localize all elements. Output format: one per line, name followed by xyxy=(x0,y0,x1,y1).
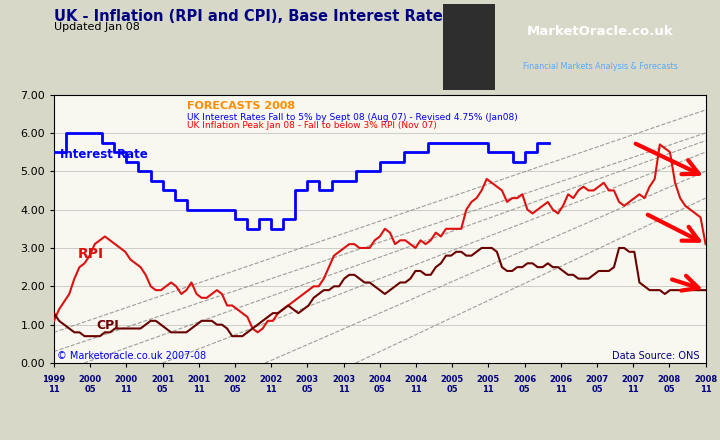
Text: 11: 11 xyxy=(48,385,60,394)
Text: 2004: 2004 xyxy=(405,375,428,384)
Text: 11: 11 xyxy=(555,385,567,394)
Text: 05: 05 xyxy=(157,385,168,394)
Text: 2006: 2006 xyxy=(513,375,536,384)
Text: 11: 11 xyxy=(410,385,422,394)
Text: Data Source: ONS: Data Source: ONS xyxy=(612,351,700,361)
Text: 2007: 2007 xyxy=(585,375,608,384)
Text: 2000: 2000 xyxy=(78,375,102,384)
Text: 05: 05 xyxy=(374,385,386,394)
Text: 2001: 2001 xyxy=(187,375,210,384)
Text: 2005: 2005 xyxy=(477,375,500,384)
Text: FORECASTS 2008: FORECASTS 2008 xyxy=(186,101,295,111)
Text: 1999: 1999 xyxy=(42,375,66,384)
Text: 2004: 2004 xyxy=(368,375,392,384)
Text: 11: 11 xyxy=(338,385,349,394)
Text: 2005: 2005 xyxy=(441,375,464,384)
Text: 05: 05 xyxy=(519,385,531,394)
Text: Updated Jan 08: Updated Jan 08 xyxy=(54,22,140,32)
Text: UK Inflation Peak Jan 08 - Fall to below 3% RPI (Nov 07): UK Inflation Peak Jan 08 - Fall to below… xyxy=(186,121,436,130)
Text: 11: 11 xyxy=(266,385,277,394)
Text: © Marketoracle.co.uk 2007-08: © Marketoracle.co.uk 2007-08 xyxy=(57,351,206,361)
Text: 2003: 2003 xyxy=(296,375,319,384)
Text: 11: 11 xyxy=(627,385,639,394)
Text: 11: 11 xyxy=(120,385,132,394)
Text: MarketOracle.co.uk: MarketOracle.co.uk xyxy=(527,26,674,38)
Text: 2000: 2000 xyxy=(114,375,138,384)
Bar xyxy=(443,4,495,90)
Text: 05: 05 xyxy=(446,385,458,394)
Text: 05: 05 xyxy=(229,385,240,394)
Text: Interest Rate: Interest Rate xyxy=(60,148,148,161)
Text: 2002: 2002 xyxy=(223,375,247,384)
Text: 05: 05 xyxy=(84,385,96,394)
Text: Financial Markets Analysis & Forecasts: Financial Markets Analysis & Forecasts xyxy=(523,62,678,71)
Text: 05: 05 xyxy=(591,385,603,394)
Text: 2002: 2002 xyxy=(260,375,283,384)
Text: 11: 11 xyxy=(700,385,711,394)
Text: 2007: 2007 xyxy=(621,375,645,384)
Text: UK Interest Rates Fall to 5% by Sept 08 (Aug 07) - Revised 4.75% (Jan08): UK Interest Rates Fall to 5% by Sept 08 … xyxy=(186,113,518,121)
Text: RPI: RPI xyxy=(78,246,104,260)
Text: 2008: 2008 xyxy=(658,375,681,384)
Text: UK - Inflation (RPI and CPI), Base Interest Rate: UK - Inflation (RPI and CPI), Base Inter… xyxy=(54,9,443,24)
Text: 2001: 2001 xyxy=(151,375,174,384)
Text: 2003: 2003 xyxy=(332,375,355,384)
Text: CPI: CPI xyxy=(96,319,119,332)
Text: 2008: 2008 xyxy=(694,375,717,384)
Text: 11: 11 xyxy=(193,385,204,394)
Text: 05: 05 xyxy=(664,385,675,394)
Text: 05: 05 xyxy=(302,385,313,394)
Text: 11: 11 xyxy=(482,385,494,394)
Text: 2006: 2006 xyxy=(549,375,572,384)
